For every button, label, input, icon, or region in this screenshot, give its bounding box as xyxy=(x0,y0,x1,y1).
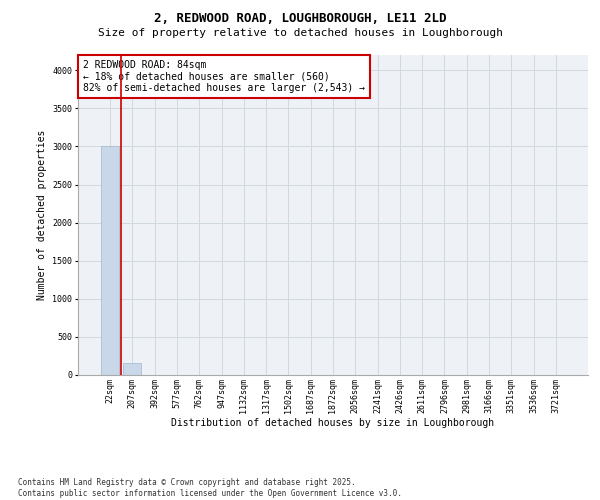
Bar xyxy=(101,146,119,375)
Y-axis label: Number of detached properties: Number of detached properties xyxy=(37,130,47,300)
Text: 2 REDWOOD ROAD: 84sqm
← 18% of detached houses are smaller (560)
82% of semi-det: 2 REDWOOD ROAD: 84sqm ← 18% of detached … xyxy=(83,60,365,93)
Text: Contains HM Land Registry data © Crown copyright and database right 2025.
Contai: Contains HM Land Registry data © Crown c… xyxy=(18,478,402,498)
Text: 2, REDWOOD ROAD, LOUGHBOROUGH, LE11 2LD: 2, REDWOOD ROAD, LOUGHBOROUGH, LE11 2LD xyxy=(154,12,446,26)
Text: Size of property relative to detached houses in Loughborough: Size of property relative to detached ho… xyxy=(97,28,503,38)
Bar xyxy=(124,363,142,375)
X-axis label: Distribution of detached houses by size in Loughborough: Distribution of detached houses by size … xyxy=(172,418,494,428)
